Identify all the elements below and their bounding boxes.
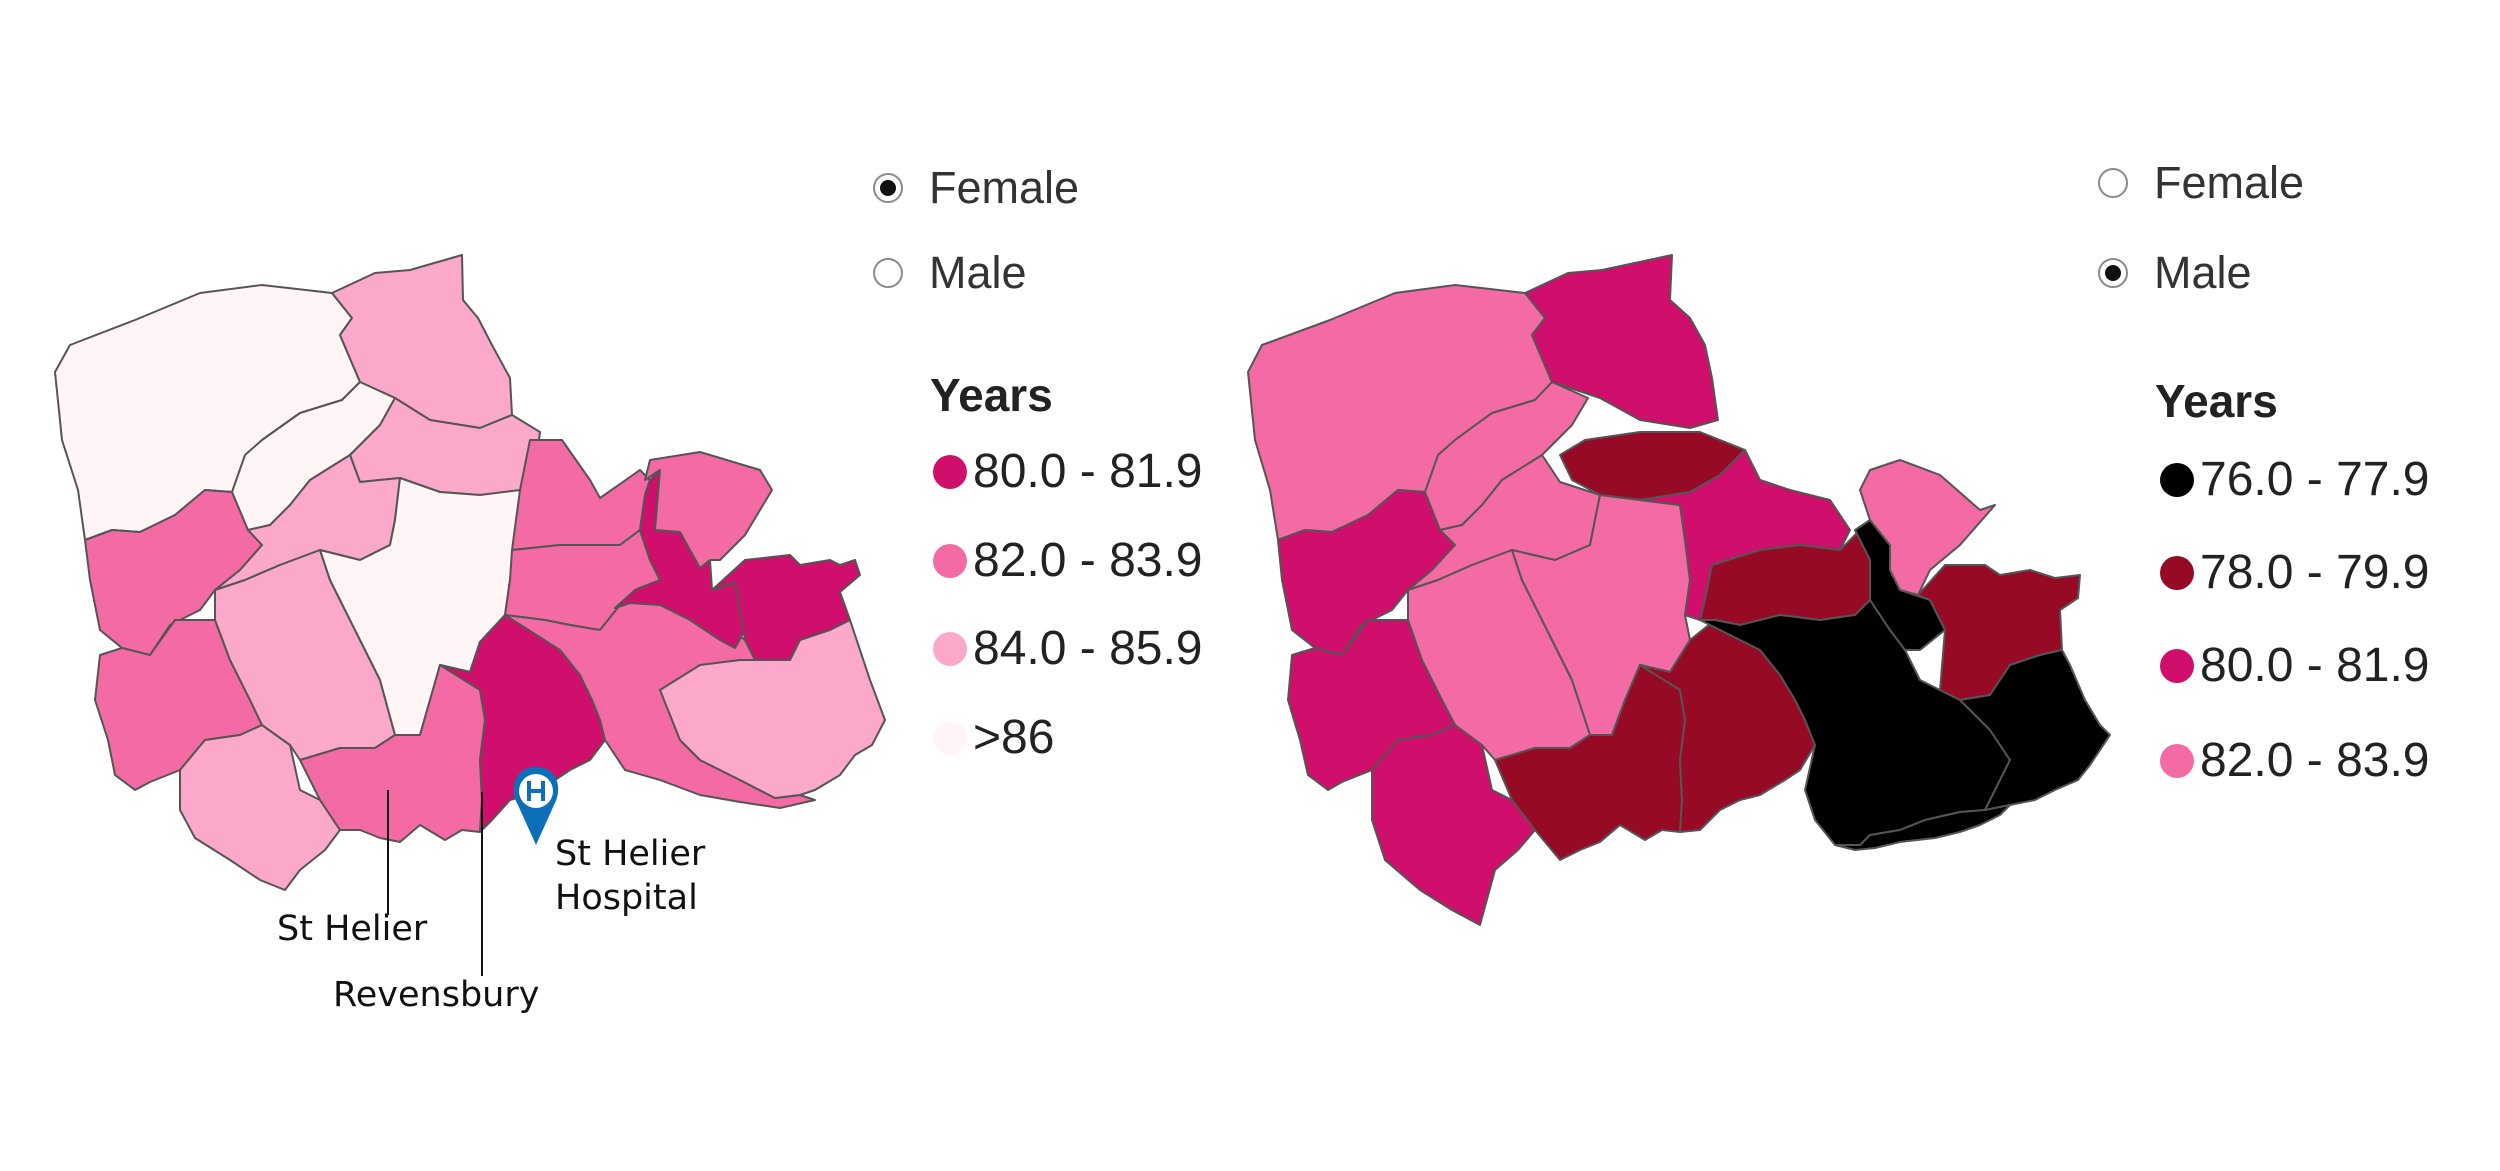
ward-north-east[interactable]	[644, 451, 773, 569]
left-legend-item-80: 80.0 - 81.9	[933, 444, 1203, 499]
m-ward-north[interactable]	[1524, 254, 1719, 429]
legend-swatch	[2160, 743, 2194, 778]
ward-north[interactable]	[331, 254, 513, 429]
radio-button[interactable]	[2098, 168, 2128, 198]
right-legend-item-82: 82.0 - 83.9	[2160, 733, 2430, 788]
hospital-marker-icon[interactable]	[513, 767, 559, 845]
radio-button[interactable]	[873, 173, 903, 203]
legend-label: 80.0 - 81.9	[973, 445, 1203, 498]
right-legend-item-78: 78.0 - 79.9	[2160, 545, 2430, 600]
ward-south-west[interactable]	[179, 724, 341, 891]
radio-button[interactable]	[2098, 258, 2128, 288]
st-helier-label: St Helier	[277, 909, 428, 949]
ward-centre-east-1[interactable]	[511, 439, 651, 551]
right-legend-item-80: 80.0 - 81.9	[2160, 638, 2430, 693]
m-ward-east-2[interactable]	[1917, 564, 2081, 701]
legend-swatch	[2160, 648, 2194, 683]
ward-south-east[interactable]	[659, 619, 886, 799]
radio-button[interactable]	[873, 258, 903, 288]
legend-label: 84.0 - 85.9	[973, 622, 1203, 675]
radio-label: Female	[2154, 157, 2305, 208]
m-ward-south-west[interactable]	[1371, 724, 1536, 926]
right-legend-item-76: 76.0 - 77.9	[2160, 452, 2430, 507]
legend-swatch	[933, 720, 967, 755]
m-ward-centre-5[interactable]	[1511, 494, 1691, 736]
male-map	[1247, 254, 2111, 926]
left-legend-item-86: >86	[933, 710, 1054, 765]
radio-label: Male	[929, 247, 1027, 298]
right-legend-title: Years	[2155, 375, 2278, 427]
radio-male-right[interactable]: Male	[2098, 247, 2252, 299]
legend-label: 82.0 - 83.9	[2200, 734, 2430, 787]
radio-label: Male	[2154, 247, 2252, 298]
legend-swatch	[933, 543, 967, 578]
legend-label: 82.0 - 83.9	[973, 534, 1203, 587]
left-legend-item-84: 84.0 - 85.9	[933, 621, 1203, 676]
m-ward-north-east[interactable]	[1859, 459, 1996, 596]
legend-label: 76.0 - 77.9	[2200, 453, 2430, 506]
radio-selected-dot	[2105, 265, 2121, 281]
hospital-label: St Helier Hospital	[555, 834, 706, 918]
radio-label: Female	[929, 162, 1080, 213]
ravensbury-label: Revensbury	[333, 975, 540, 1015]
legend-label: >86	[973, 711, 1055, 764]
legend-label: 80.0 - 81.9	[2200, 639, 2430, 692]
legend-swatch	[2160, 555, 2194, 590]
radio-female-right[interactable]: Female	[2098, 157, 2304, 209]
legend-swatch	[933, 454, 967, 489]
female-map	[54, 254, 886, 891]
legend-label: 78.0 - 79.9	[2200, 546, 2430, 599]
radio-selected-dot	[880, 180, 896, 196]
m-ward-south-east[interactable]	[1959, 649, 2111, 811]
radio-female-left[interactable]: Female	[873, 162, 1079, 214]
left-legend-title: Years	[930, 369, 1053, 421]
legend-swatch	[2160, 462, 2194, 497]
radio-male-left[interactable]: Male	[873, 247, 1027, 299]
left-legend-item-82: 82.0 - 83.9	[933, 533, 1203, 588]
m-ward-far-south-east[interactable]	[1834, 804, 2011, 851]
legend-swatch	[933, 631, 967, 666]
